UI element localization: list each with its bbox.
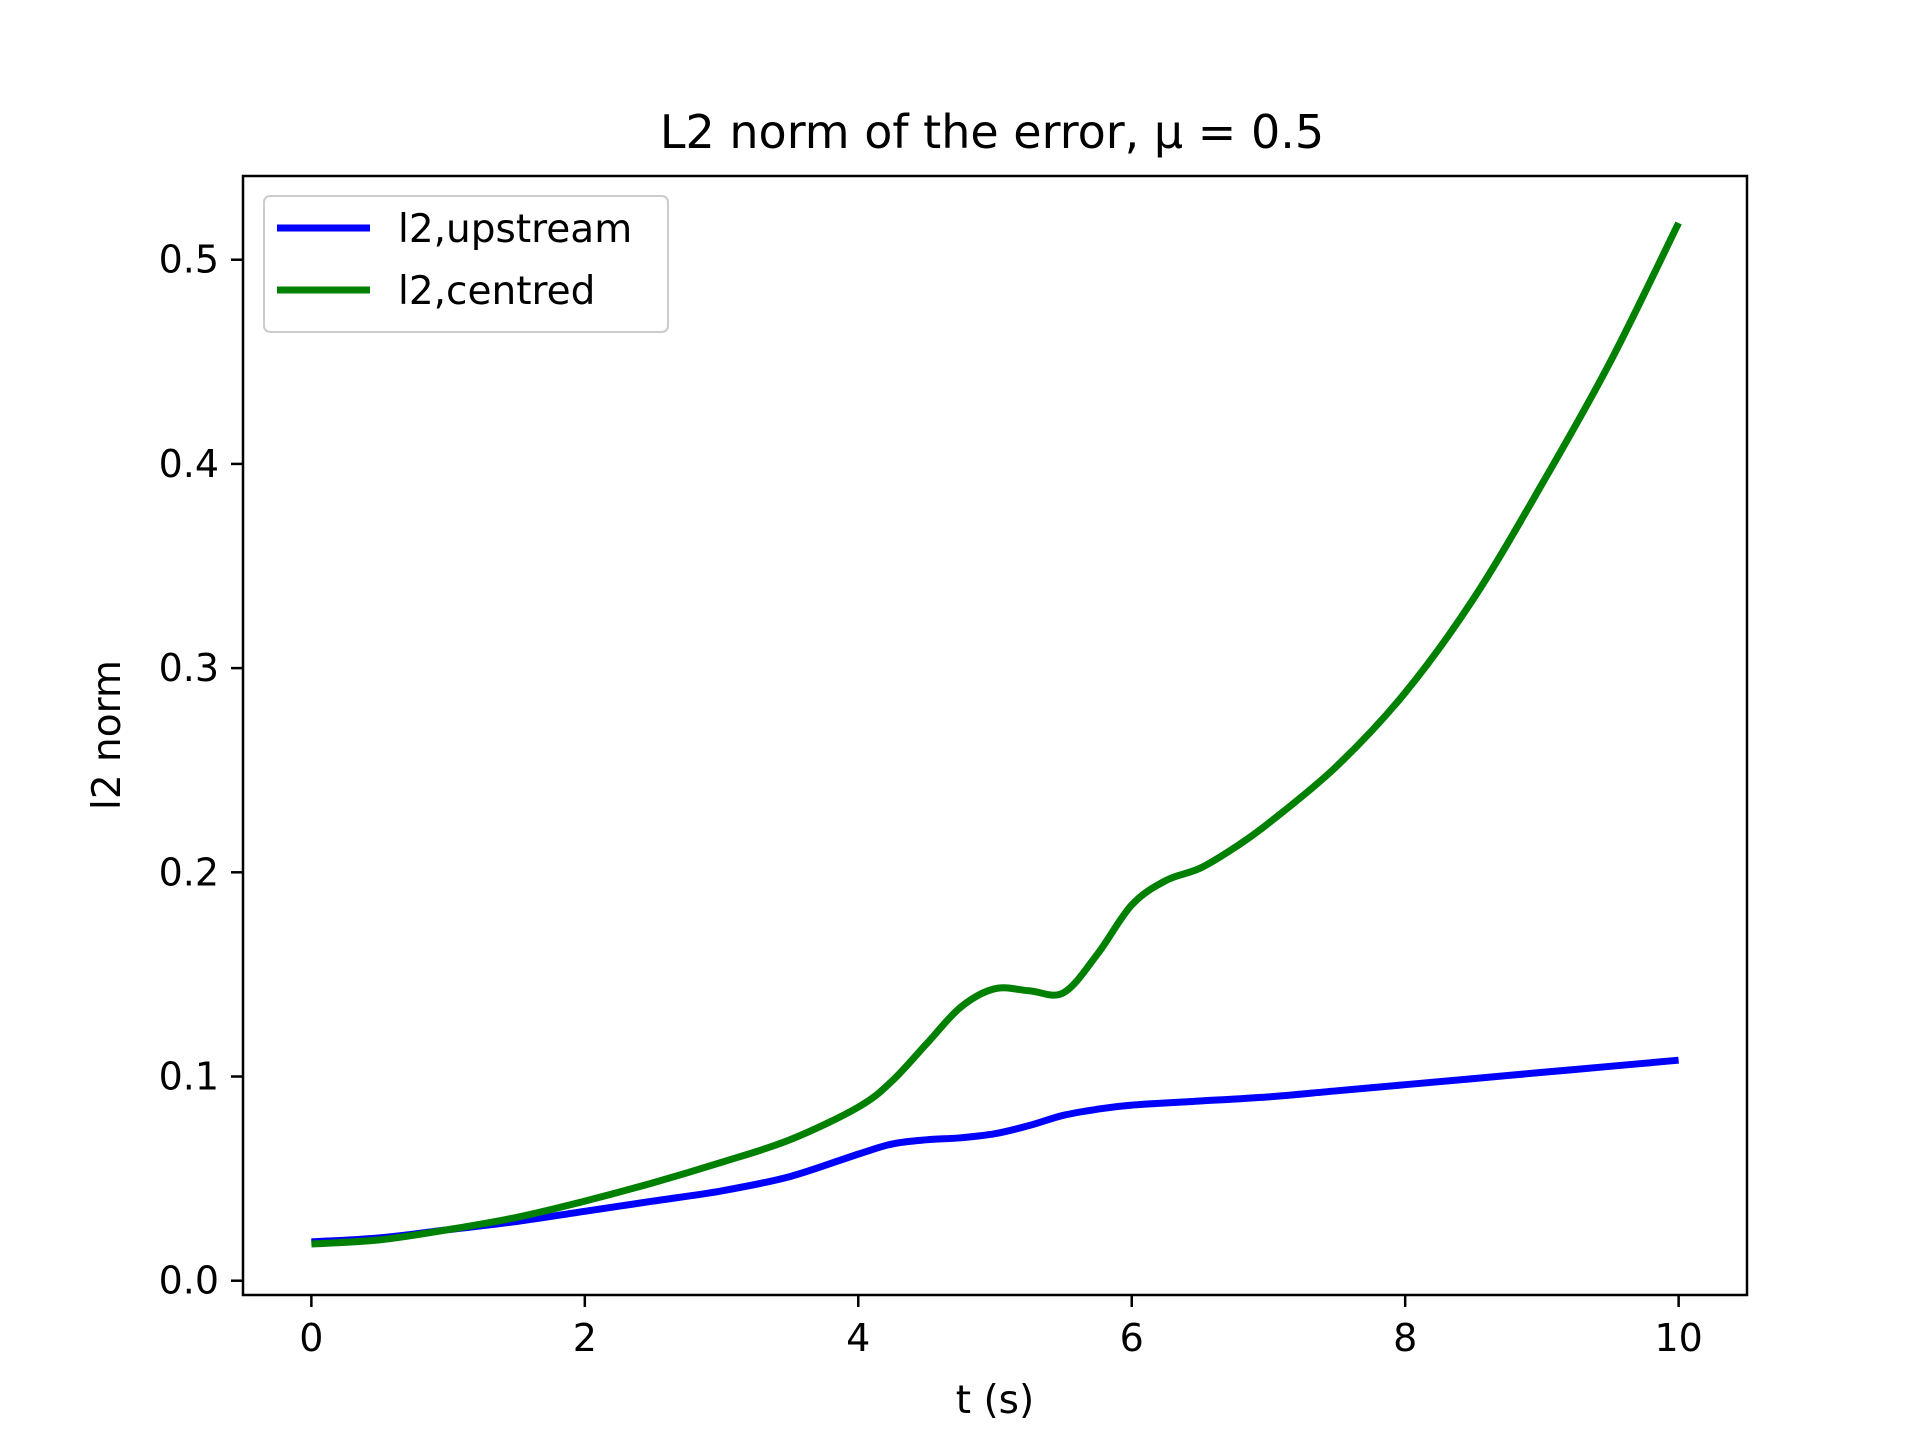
- y-tick-label: 0.2: [159, 850, 219, 894]
- y-axis-label: l2 norm: [85, 660, 130, 810]
- x-axis-label: t (s): [956, 1378, 1034, 1423]
- legend: l2,upstream l2,centred: [263, 195, 669, 333]
- x-tick-label: 6: [1120, 1316, 1144, 1360]
- y-axis: 0.0 0.1 0.2 0.3 0.4 0.5: [159, 238, 243, 1303]
- plot-area: 0 2 4 6 8 10 0.0 0.1 0.2 0.3 0.4 0.5: [159, 174, 1749, 1360]
- series-layer: [311, 221, 1682, 1248]
- y-tick-label: 0.5: [159, 238, 219, 282]
- y-tick-label: 0.1: [159, 1055, 219, 1099]
- x-axis: 0 2 4 6 8 10: [299, 1295, 1703, 1360]
- x-tick-label: 0: [299, 1316, 323, 1360]
- chart-title: L2 norm of the error, μ = 0.5: [660, 105, 1324, 159]
- y-tick-label: 0.3: [159, 646, 219, 690]
- y-tick-label: 0.4: [159, 442, 219, 486]
- x-tick-label: 4: [846, 1316, 870, 1360]
- x-tick-label: 2: [573, 1316, 597, 1360]
- series-line-l2-upstream: [311, 1056, 1679, 1246]
- plot-frame: [241, 174, 1749, 1297]
- x-tick-label: 10: [1654, 1316, 1702, 1360]
- legend-label-upstream: l2,upstream: [398, 207, 632, 252]
- legend-label-centred: l2,centred: [398, 269, 595, 314]
- x-tick-label: 8: [1393, 1316, 1417, 1360]
- series-line-l2-centred: [311, 221, 1682, 1248]
- y-tick-label: 0.0: [159, 1259, 219, 1303]
